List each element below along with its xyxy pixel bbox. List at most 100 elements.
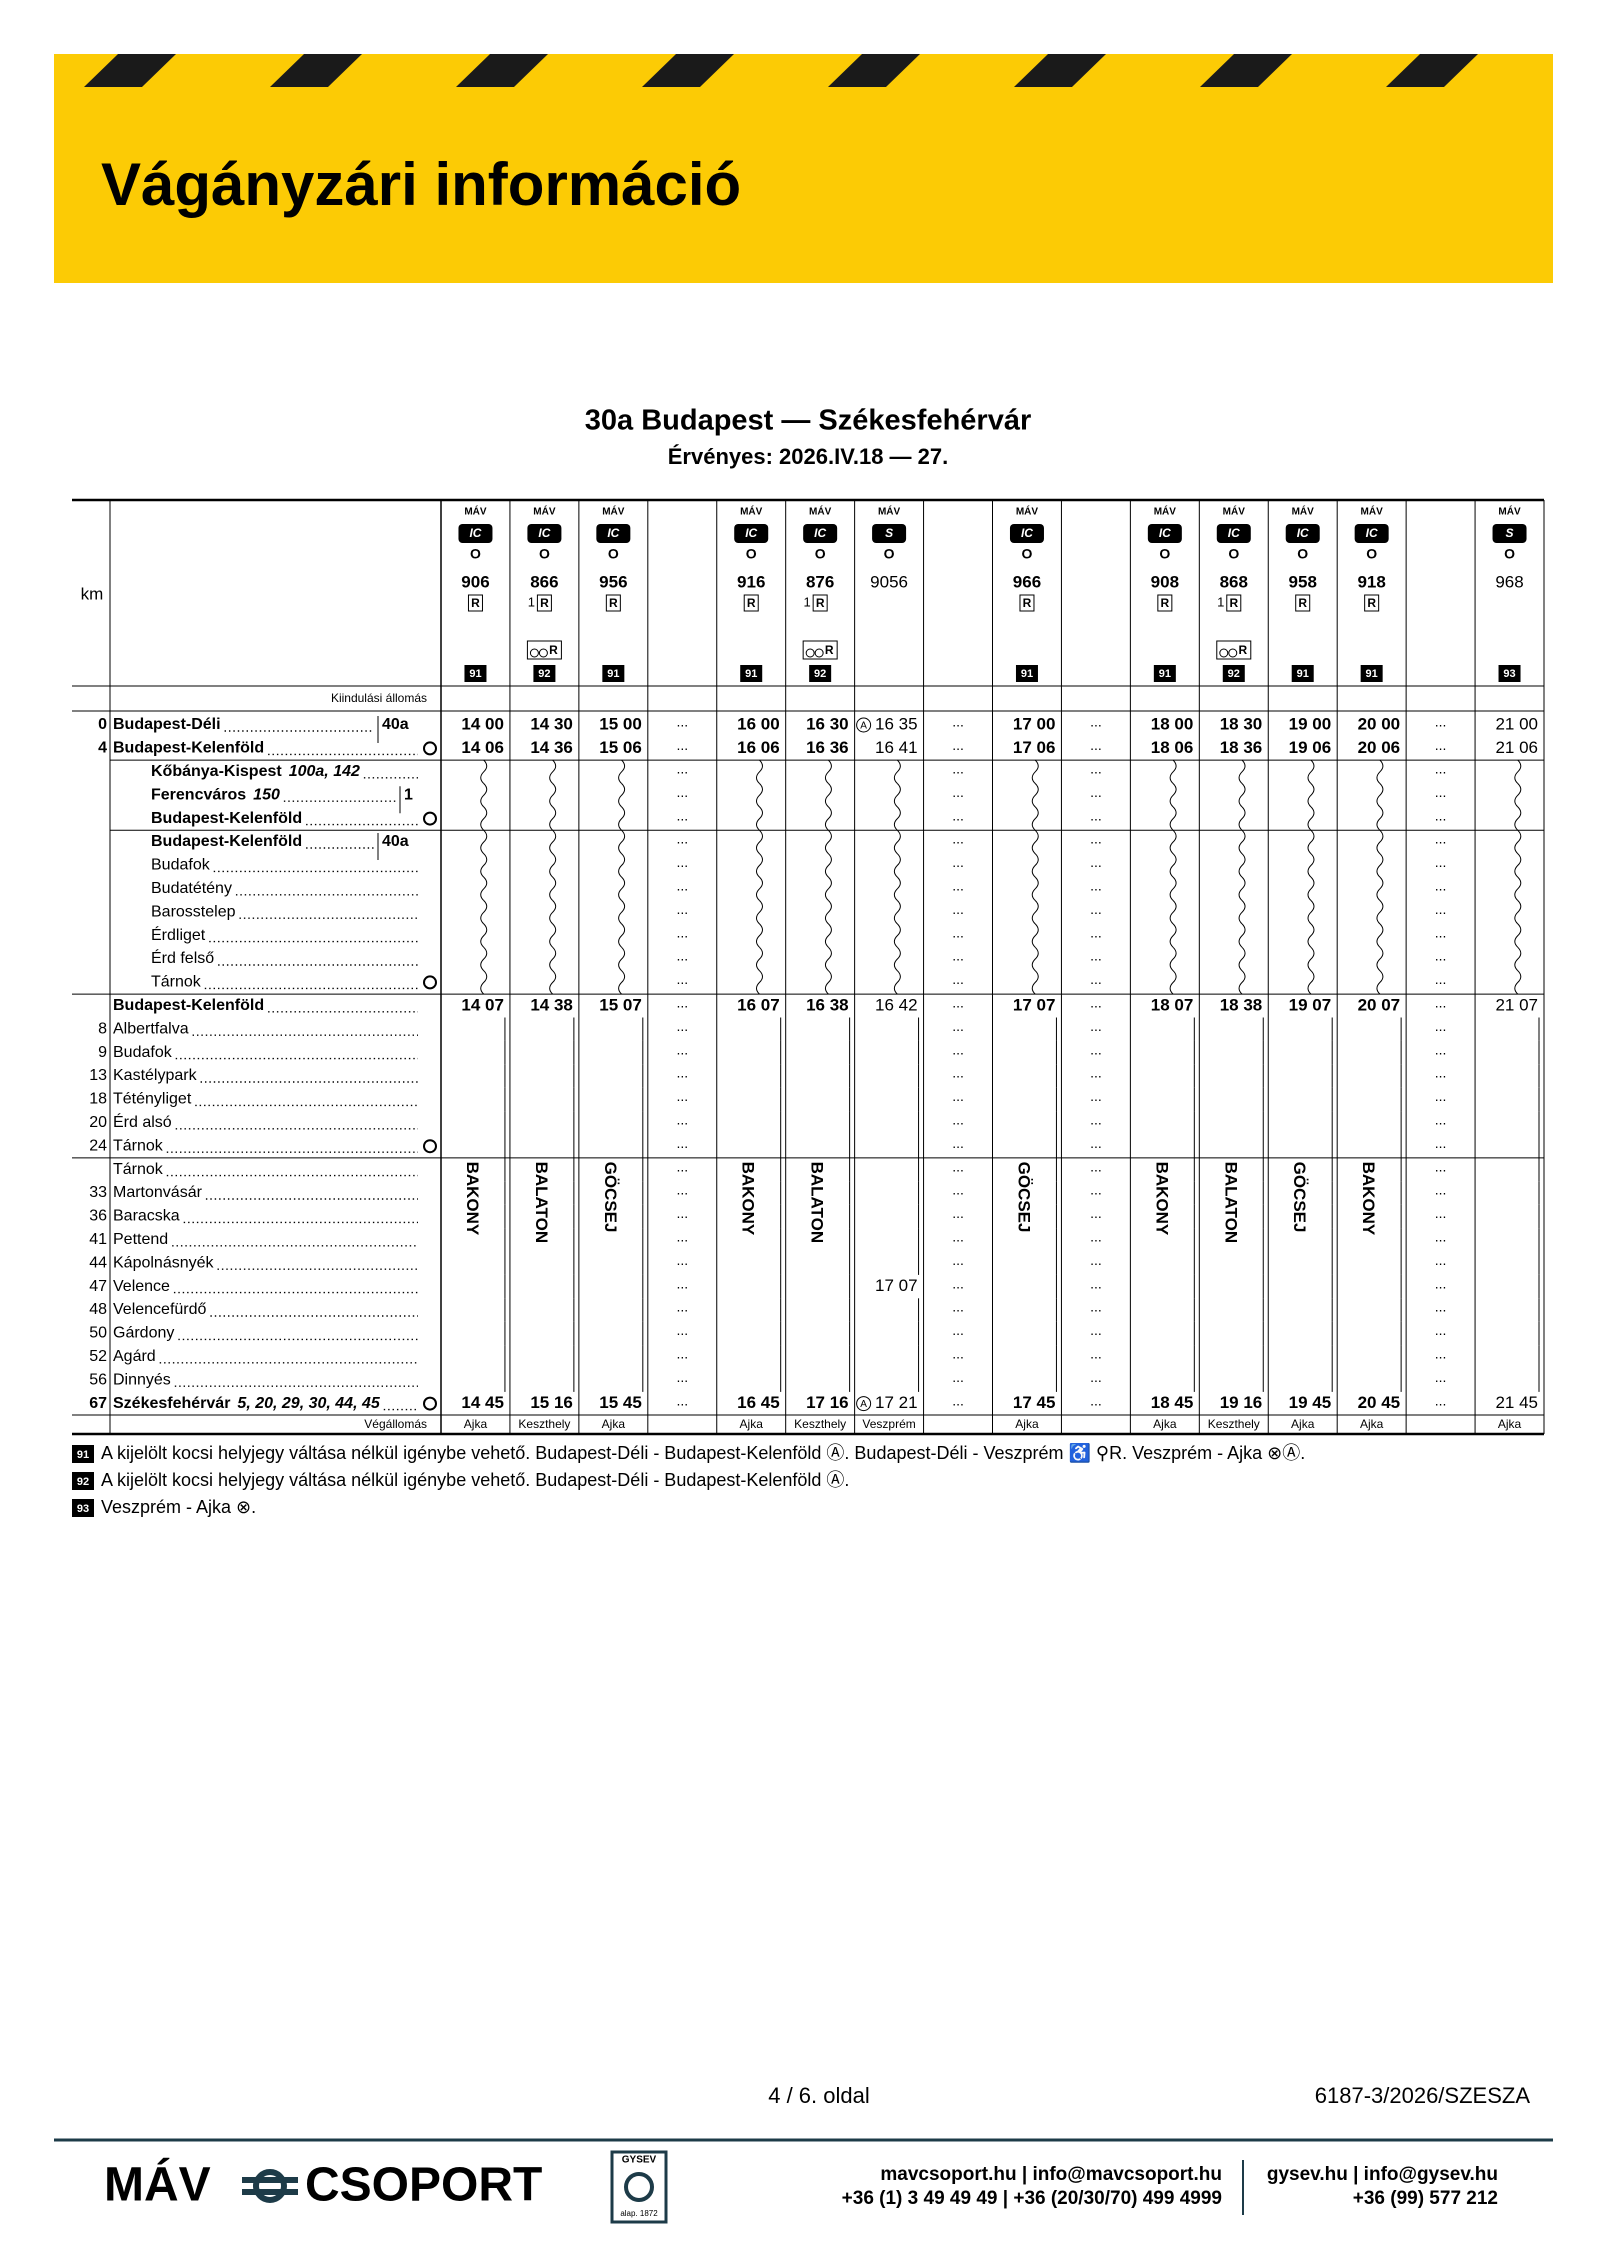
station: Budatétény <box>151 880 232 897</box>
no-stop: ... <box>1435 831 1447 847</box>
first-class: 1 <box>804 594 811 609</box>
no-stop: ... <box>676 854 688 870</box>
train-number: 958 <box>1289 572 1317 591</box>
time: 20 00 <box>1358 714 1401 733</box>
brand-left: MÁV <box>104 2158 211 2212</box>
no-stop: ... <box>1435 995 1447 1011</box>
no-stop: ... <box>1090 1135 1102 1151</box>
train-number: 956 <box>599 572 627 591</box>
reservation-box <box>536 594 552 612</box>
wavy-line <box>1307 900 1315 925</box>
no-stop: ... <box>676 1018 688 1034</box>
wavy-line <box>893 876 901 901</box>
no-stop: ... <box>952 831 964 847</box>
mav-phone: +36 (1) 3 49 49 49 | +36 (20/30/70) 499 … <box>842 2188 1222 2209</box>
wavy-line <box>1376 923 1384 948</box>
no-stop: ... <box>1435 1252 1447 1268</box>
station: Martonvásár <box>113 1184 203 1201</box>
note-box <box>809 665 832 682</box>
stop-mark: O <box>1159 546 1170 562</box>
no-stop: ... <box>1090 1112 1102 1128</box>
time: 16 07 <box>737 995 780 1014</box>
wavy-line <box>1514 759 1522 784</box>
wavy-line <box>824 783 832 808</box>
wavy-line <box>893 900 901 925</box>
bike-wheel <box>805 648 815 658</box>
note-number: 91 <box>745 668 757 680</box>
wavy-line <box>755 946 763 972</box>
no-stop: ... <box>1090 1182 1102 1198</box>
train-name: BAKONY <box>739 1162 758 1236</box>
wavy-line <box>1514 853 1522 878</box>
station: Budapest-Déli <box>113 716 221 733</box>
no-stop: ... <box>1090 1299 1102 1315</box>
no-stop: ... <box>1090 1041 1102 1057</box>
wavy-line <box>1307 853 1315 878</box>
time: 15 06 <box>599 738 642 757</box>
no-stop: ... <box>1435 901 1447 917</box>
no-stop: ... <box>952 1252 964 1268</box>
km: 44 <box>89 1254 107 1271</box>
no-stop: ... <box>1090 1088 1102 1104</box>
wavy-line <box>1514 806 1522 831</box>
wavy-line <box>1031 806 1039 831</box>
no-stop: ... <box>676 1112 688 1128</box>
category: IC <box>745 526 757 540</box>
no-stop: ... <box>676 737 688 753</box>
time: 16 35 <box>875 714 918 733</box>
station-lines: 100a, 142 <box>289 763 360 780</box>
wavy-line <box>618 923 626 948</box>
note-number: 92 <box>814 668 826 680</box>
bike-reservation: R <box>1238 643 1247 657</box>
wavy-line <box>1238 759 1246 784</box>
category: IC <box>1159 526 1171 540</box>
time: 21 45 <box>1495 1393 1538 1412</box>
wavy-line <box>1307 806 1315 831</box>
time: 16 30 <box>806 714 849 733</box>
no-stop: ... <box>1435 948 1447 964</box>
reservation-box <box>812 594 828 612</box>
km: 50 <box>89 1325 107 1342</box>
wavy-line <box>893 853 901 878</box>
time: 21 00 <box>1495 714 1538 733</box>
category-icon <box>1147 524 1182 543</box>
footnote-box <box>72 1499 94 1517</box>
category-icon <box>527 524 562 543</box>
category: S <box>1506 526 1514 540</box>
no-stop: ... <box>1435 971 1447 987</box>
time: 20 06 <box>1358 738 1401 757</box>
wavy-line <box>549 923 557 948</box>
footnote-text: Veszprém - Ajka ⊗. <box>101 1497 256 1517</box>
no-stop: ... <box>1090 971 1102 987</box>
no-stop: ... <box>952 737 964 753</box>
wavy-line <box>1169 946 1177 972</box>
train-name: BAKONY <box>463 1162 482 1236</box>
km: 24 <box>89 1137 107 1154</box>
bike-wheel <box>814 648 824 658</box>
no-stop: ... <box>952 878 964 894</box>
operator: MÁV <box>740 505 763 518</box>
no-stop: ... <box>1090 737 1102 753</box>
footnote-box <box>72 1472 94 1490</box>
operator: MÁV <box>1154 505 1177 518</box>
km: 36 <box>89 1208 107 1225</box>
reservation: R <box>609 596 618 610</box>
note-box <box>740 665 763 682</box>
no-stop: ... <box>676 1205 688 1221</box>
wavy-line <box>755 806 763 831</box>
stop-mark: O <box>884 546 895 562</box>
train-number: 916 <box>737 572 765 591</box>
time: 16 45 <box>737 1393 780 1412</box>
station-ref: 40a <box>382 833 409 850</box>
note-box <box>533 665 556 682</box>
footnote-number: 92 <box>77 1476 89 1488</box>
wavy-line <box>1031 759 1039 784</box>
station: Agárd <box>113 1348 156 1365</box>
wavy-line <box>755 829 763 855</box>
no-stop: ... <box>952 901 964 917</box>
bike-box <box>802 640 838 660</box>
no-stop: ... <box>1090 1392 1102 1408</box>
category: IC <box>1021 526 1033 540</box>
wavy-line <box>618 853 626 878</box>
reservation-box <box>1364 594 1380 612</box>
